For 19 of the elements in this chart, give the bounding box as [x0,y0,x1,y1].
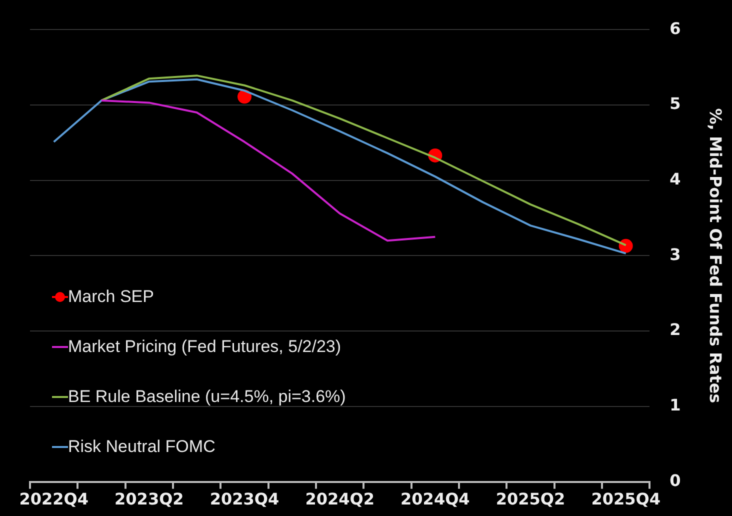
y-axis-title: %, Mid-Point Of Fed Funds Rates [706,108,726,404]
x-tick-label: 2023Q2 [114,490,184,509]
legend-label: Risk Neutral FOMC [68,437,216,457]
x-tick-label: 2023Q4 [210,490,280,509]
legend-label: March SEP [68,287,154,307]
y-tick-label: 4 [670,169,681,188]
y-tick-label: 3 [670,244,681,264]
y-tick-label: 1 [670,396,681,415]
y-tick-label: 2 [670,320,681,340]
x-tick-label: 2024Q4 [400,490,470,509]
legend-label: BE Rule Baseline (u=4.5%, pi=3.6%) [68,387,346,407]
y-tick-label: 5 [670,94,681,114]
legend-label: Market Pricing (Fed Futures, 5/2/23) [68,337,342,357]
y-tick-label: 0 [670,470,681,490]
x-tick-label: 2022Q4 [19,490,88,509]
x-tick-label: 2024Q2 [305,490,374,509]
x-tick-label: 2025Q2 [496,490,566,509]
x-tick-label: 2025Q4 [591,490,660,509]
y-tick-label: 6 [670,18,681,38]
